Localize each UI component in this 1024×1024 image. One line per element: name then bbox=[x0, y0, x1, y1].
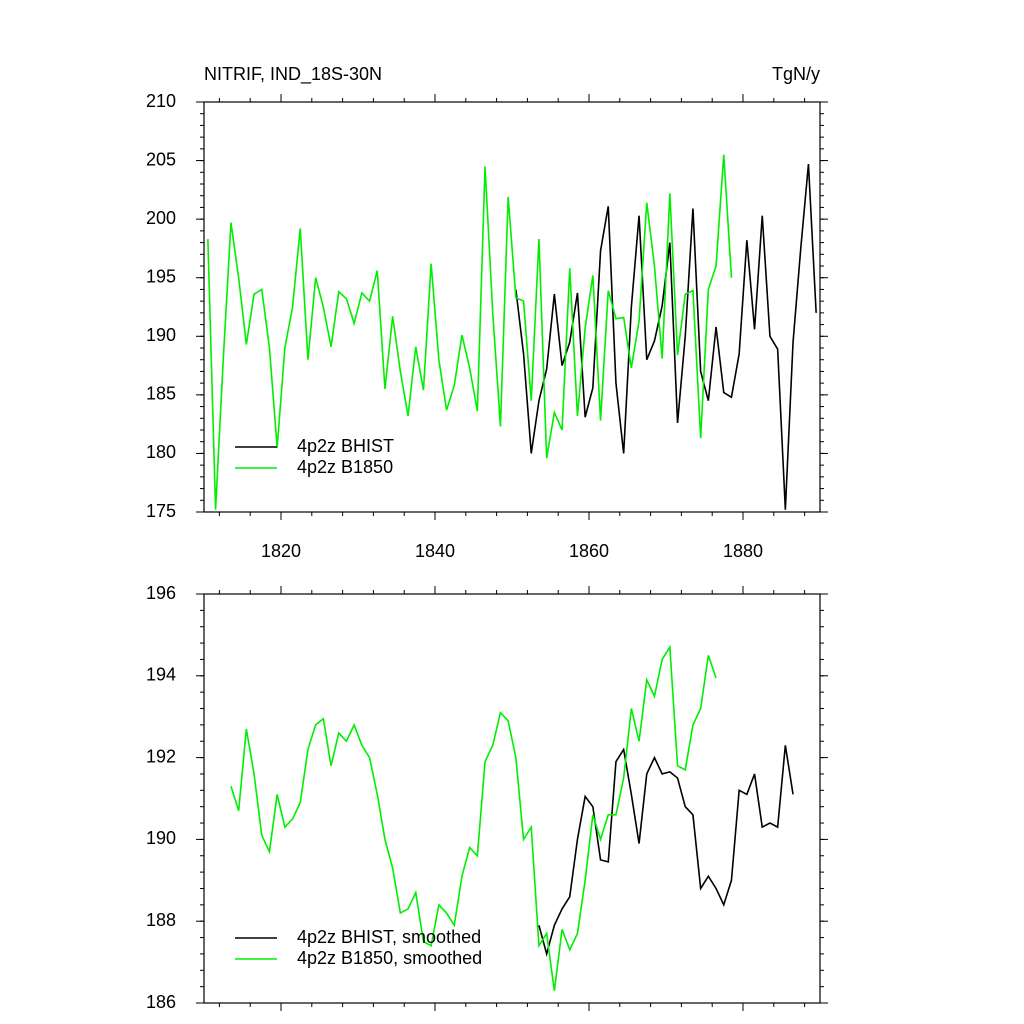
y-tick-label: 196 bbox=[146, 583, 176, 603]
y-tick-label: 190 bbox=[146, 325, 176, 345]
x-tick-label: 1820 bbox=[261, 541, 301, 561]
y-tick-label: 194 bbox=[146, 665, 176, 685]
y-tick-label: 186 bbox=[146, 992, 176, 1012]
x-tick-label: 1880 bbox=[723, 541, 763, 561]
y-tick-label: 195 bbox=[146, 266, 176, 286]
y-tick-label: 175 bbox=[146, 501, 176, 521]
data-line bbox=[538, 745, 794, 958]
data-line bbox=[207, 154, 733, 510]
y-tick-label: 210 bbox=[146, 91, 176, 111]
chart-title: NITRIF, IND_18S-30N bbox=[204, 64, 382, 85]
legend-label: 4p2z BHIST bbox=[297, 436, 394, 456]
y-tick-label: 205 bbox=[146, 149, 176, 169]
units-label: TgN/y bbox=[772, 64, 820, 84]
data-line bbox=[515, 164, 817, 510]
legend-label: 4p2z BHIST, smoothed bbox=[297, 927, 481, 947]
y-tick-label: 200 bbox=[146, 208, 176, 228]
y-tick-label: 192 bbox=[146, 746, 176, 766]
plot-frame bbox=[203, 101, 821, 513]
plot-frame bbox=[203, 593, 821, 1004]
y-tick-label: 180 bbox=[146, 442, 176, 462]
x-tick-label: 1840 bbox=[415, 541, 455, 561]
legend-label: 4p2z B1850, smoothed bbox=[297, 948, 482, 968]
y-tick-label: 190 bbox=[146, 828, 176, 848]
data-line bbox=[230, 644, 717, 991]
y-tick-label: 188 bbox=[146, 910, 176, 930]
x-tick-label: 1860 bbox=[569, 541, 609, 561]
legend-label: 4p2z B1850 bbox=[297, 457, 393, 477]
y-tick-label: 185 bbox=[146, 384, 176, 404]
